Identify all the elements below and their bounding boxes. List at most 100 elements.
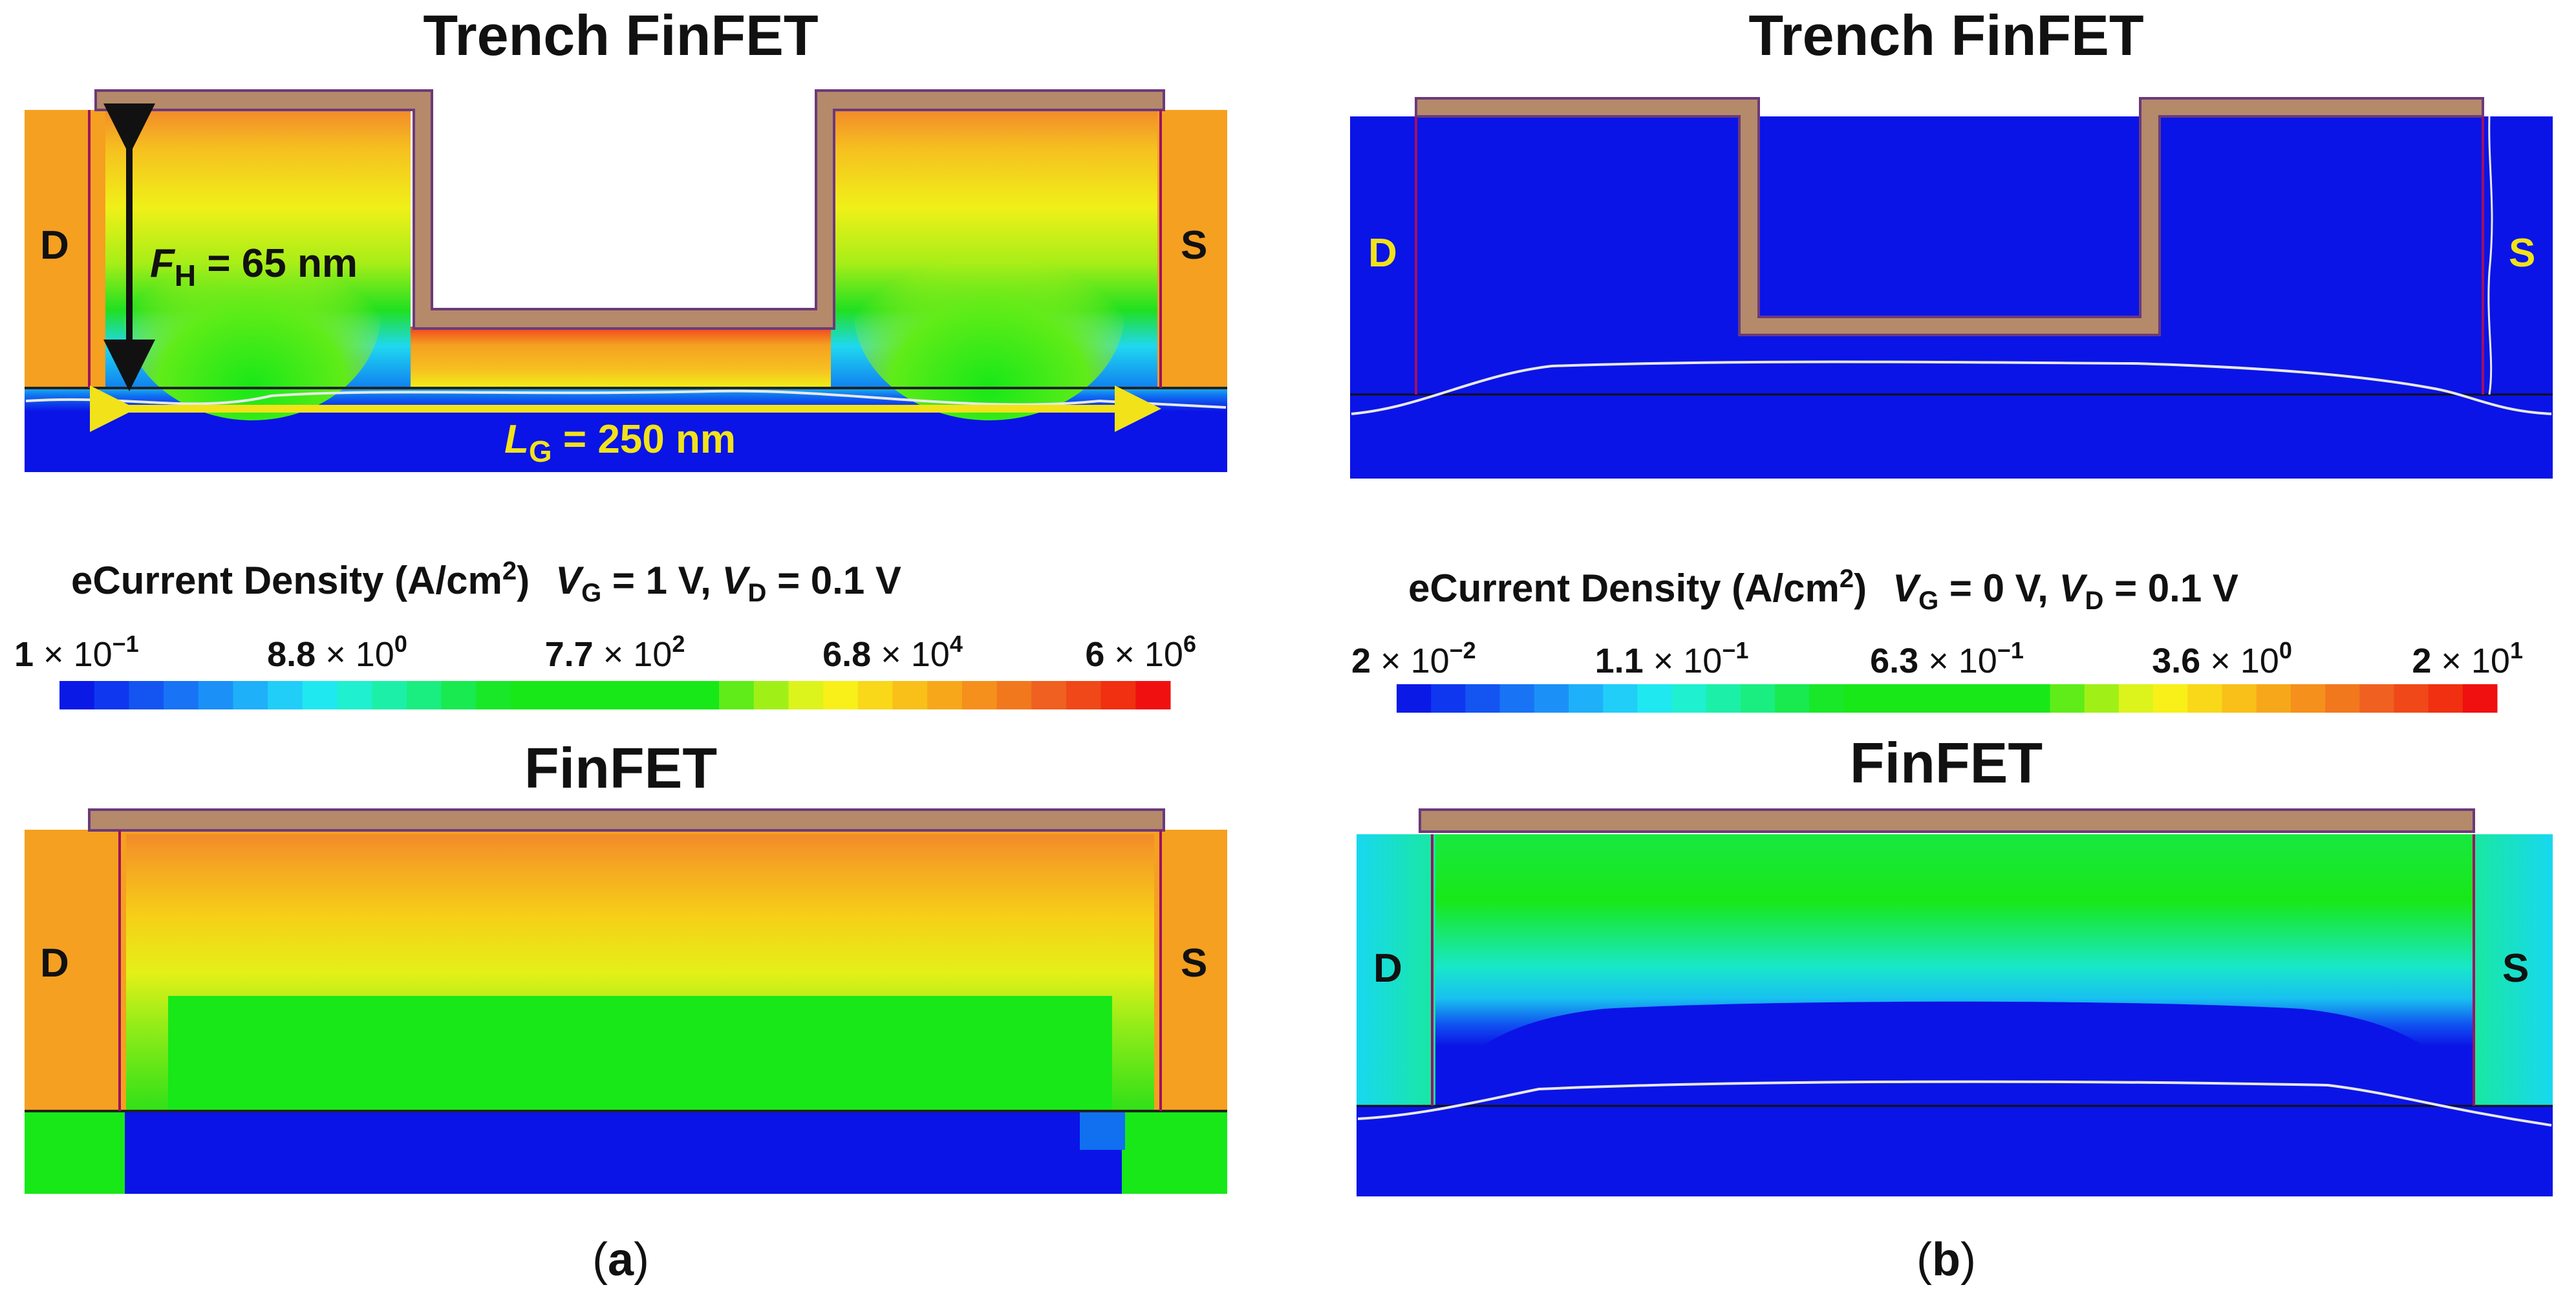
panel-b-colorbar-swatch [1981, 684, 2016, 713]
finfet-gate [88, 808, 1165, 832]
panel-a-label: (a) [592, 1234, 649, 1286]
panel-a-colorbar-tick-label: 6 × 106 [1085, 631, 1196, 674]
panel-b-colorbar-swatch [2428, 684, 2463, 713]
panel-b-finfet-source-label: S [2502, 946, 2529, 991]
panel-b-finfet: FinFET D S [1357, 731, 2553, 1196]
panel-b-finfet-depletion-edge [1357, 1080, 2552, 1127]
panel-b-junction-lines [1415, 116, 2484, 394]
panel-a-colorbar-swatch [649, 681, 685, 709]
panel-b-colorbar-swatch [2290, 684, 2326, 713]
panel-b-colorbar-tick-label: 2 × 10−2 [1351, 637, 1476, 680]
finfet-drain-label: D [40, 941, 69, 986]
panel-b-colorbar-tick-label: 2 × 101 [2412, 637, 2523, 680]
panel-a-colorbar-title: eCurrent Density (A/cm2) VG = 1 V, VD = 0… [71, 557, 901, 607]
panel-b-colorbar-swatch [2359, 684, 2394, 713]
panel-a-colorbar-swatch [996, 681, 1032, 709]
panel-a-colorbar-swatch [857, 681, 893, 709]
panel-a-colorbar-swatch [1100, 681, 1136, 709]
panel-a-colorbar-swatch [1031, 681, 1067, 709]
panel-b-colorbar-swatch [1568, 684, 1604, 713]
panel-b-colorbar-ticks: 2 × 10−2 1.1 × 10−1 6.3 × 10−1 3.6 × 100 2 ×… [1351, 637, 2523, 680]
panel-a-colorbar-swatch [268, 681, 303, 709]
panel-b-colorbar-swatch [1706, 684, 1741, 713]
panel-a-colorbar-swatch [59, 681, 95, 709]
finfet-junction-lines [118, 830, 1162, 1111]
panel-b-colorbar-swatch [2187, 684, 2222, 713]
source-region [1157, 110, 1227, 388]
panel-b-colorbar-swatch [1397, 684, 1432, 713]
panel-b-colorbar-swatch [2050, 684, 2085, 713]
panel-b-finfet-junction-lines [1431, 834, 2475, 1106]
panel-b-finfet-drain-region [1357, 834, 1435, 1106]
trench-gate [94, 89, 1165, 330]
panel-a-colorbar: eCurrent Density (A/cm2) VG = 1 V, VD = 0… [14, 557, 1196, 709]
panel-b-colorbar-swatch [1878, 684, 1913, 713]
panel-a-colorbar-tick-label: 7.7 × 102 [545, 631, 685, 674]
panel-b-colorbar-swatch [2325, 684, 2360, 713]
panel-a-colorbar-swatch [233, 681, 268, 709]
panel-b-colorbar-swatch [1603, 684, 1638, 713]
panel-b-colorbar-tick-label: 6.3 × 10−1 [1870, 637, 2024, 680]
gate-length-label: LG = 250 nm [504, 417, 736, 468]
panel-b-trench-body [1350, 116, 2553, 479]
source-label: S [1181, 223, 1207, 268]
panel-a-colorbar-tick-label: 6.8 × 104 [822, 631, 963, 674]
panel-b-trench-finfet: Trench FinFET D S [1350, 3, 2553, 479]
finfet-green-core [168, 996, 1112, 1111]
panel-a-colorbar-swatch [615, 681, 650, 709]
panel-a-colorbar-swatch [788, 681, 824, 709]
finfet-source-bottom [1122, 1111, 1227, 1194]
panel-a-colorbar-tick-label: 8.8 × 100 [267, 631, 407, 674]
panel-b-colorbar-swatch [1740, 684, 1776, 713]
panel-a-colorbar-swatch [961, 681, 998, 709]
panel-b-colorbar-swatch [2084, 684, 2120, 713]
finfet-drain-bottom [25, 1111, 125, 1194]
panel-b-colorbar-swatch [1534, 684, 1569, 713]
panel-a-colorbar-swatch [510, 681, 546, 709]
panel-b-finfet-gate [1419, 808, 2475, 833]
panel-b-colorbar-swatch [1465, 684, 1501, 713]
panel-a-colorbar-swatch [476, 681, 511, 709]
panel-b-finfet-source-region [2474, 834, 2553, 1106]
panel-a-colorbar-swatch [302, 681, 338, 709]
panel-b-colorbar-swatch [2015, 684, 2051, 713]
panel-a-trench-title: Trench FinFET [423, 3, 818, 67]
panel-a-finfet: FinFET D S [25, 736, 1227, 1194]
panel-b-drain-label: D [1368, 231, 1397, 275]
panel-b-colorbar-swatch [1912, 684, 1948, 713]
panel-b-side-edge [2487, 116, 2493, 395]
panel-a-colorbar-swatch [1066, 681, 1102, 709]
drain-region [25, 110, 105, 388]
drain-label: D [40, 223, 69, 268]
junction-lines [88, 110, 1162, 388]
panel-a-colorbar-swatch [94, 681, 129, 709]
panel-b-colorbar-swatch [1843, 684, 1879, 713]
panel-b-colorbar-title: eCurrent Density (A/cm2) VG = 0 V, VD = 0… [1408, 565, 2238, 615]
panel-a-colorbar-swatch [337, 681, 372, 709]
left-fin-green-zone [123, 200, 381, 420]
panel-a-colorbar-swatch [684, 681, 720, 709]
panel-a-colorbar-bar [59, 681, 1171, 709]
panel-a-colorbar-swatch [198, 681, 233, 709]
panel-b-colorbar-swatch [1671, 684, 1707, 713]
panel-b-trench-title: Trench FinFET [1748, 3, 2143, 67]
panel-b-colorbar: eCurrent Density (A/cm2) VG = 0 V, VD = 0… [1351, 565, 2523, 713]
panel-b-colorbar-bar [1397, 684, 2498, 713]
panel-a-colorbar-swatch [406, 681, 442, 709]
panel-b-colorbar-swatch [1775, 684, 1810, 713]
panel-a-colorbar-swatch [753, 681, 789, 709]
trench-bottom-channel [411, 327, 831, 388]
panel-b-colorbar-swatch [2118, 684, 2154, 713]
panel-a-colorbar-swatch [719, 681, 755, 709]
panel-b-colorbar-swatch [1637, 684, 1672, 713]
panel-b-colorbar-swatch [1431, 684, 1466, 713]
panel-a-colorbar-tick-label: 1 × 10−1 [14, 631, 139, 674]
panel-b-colorbar-swatch [1809, 684, 1844, 713]
panel-a-colorbar-swatch [129, 681, 164, 709]
panel-a-colorbar-swatch [927, 681, 963, 709]
right-fin-green-zone [853, 200, 1125, 420]
panel-b-colorbar-swatch [2394, 684, 2429, 713]
panel-a-colorbar-swatch [441, 681, 477, 709]
fin-height-label: FH = 65 nm [150, 241, 358, 292]
